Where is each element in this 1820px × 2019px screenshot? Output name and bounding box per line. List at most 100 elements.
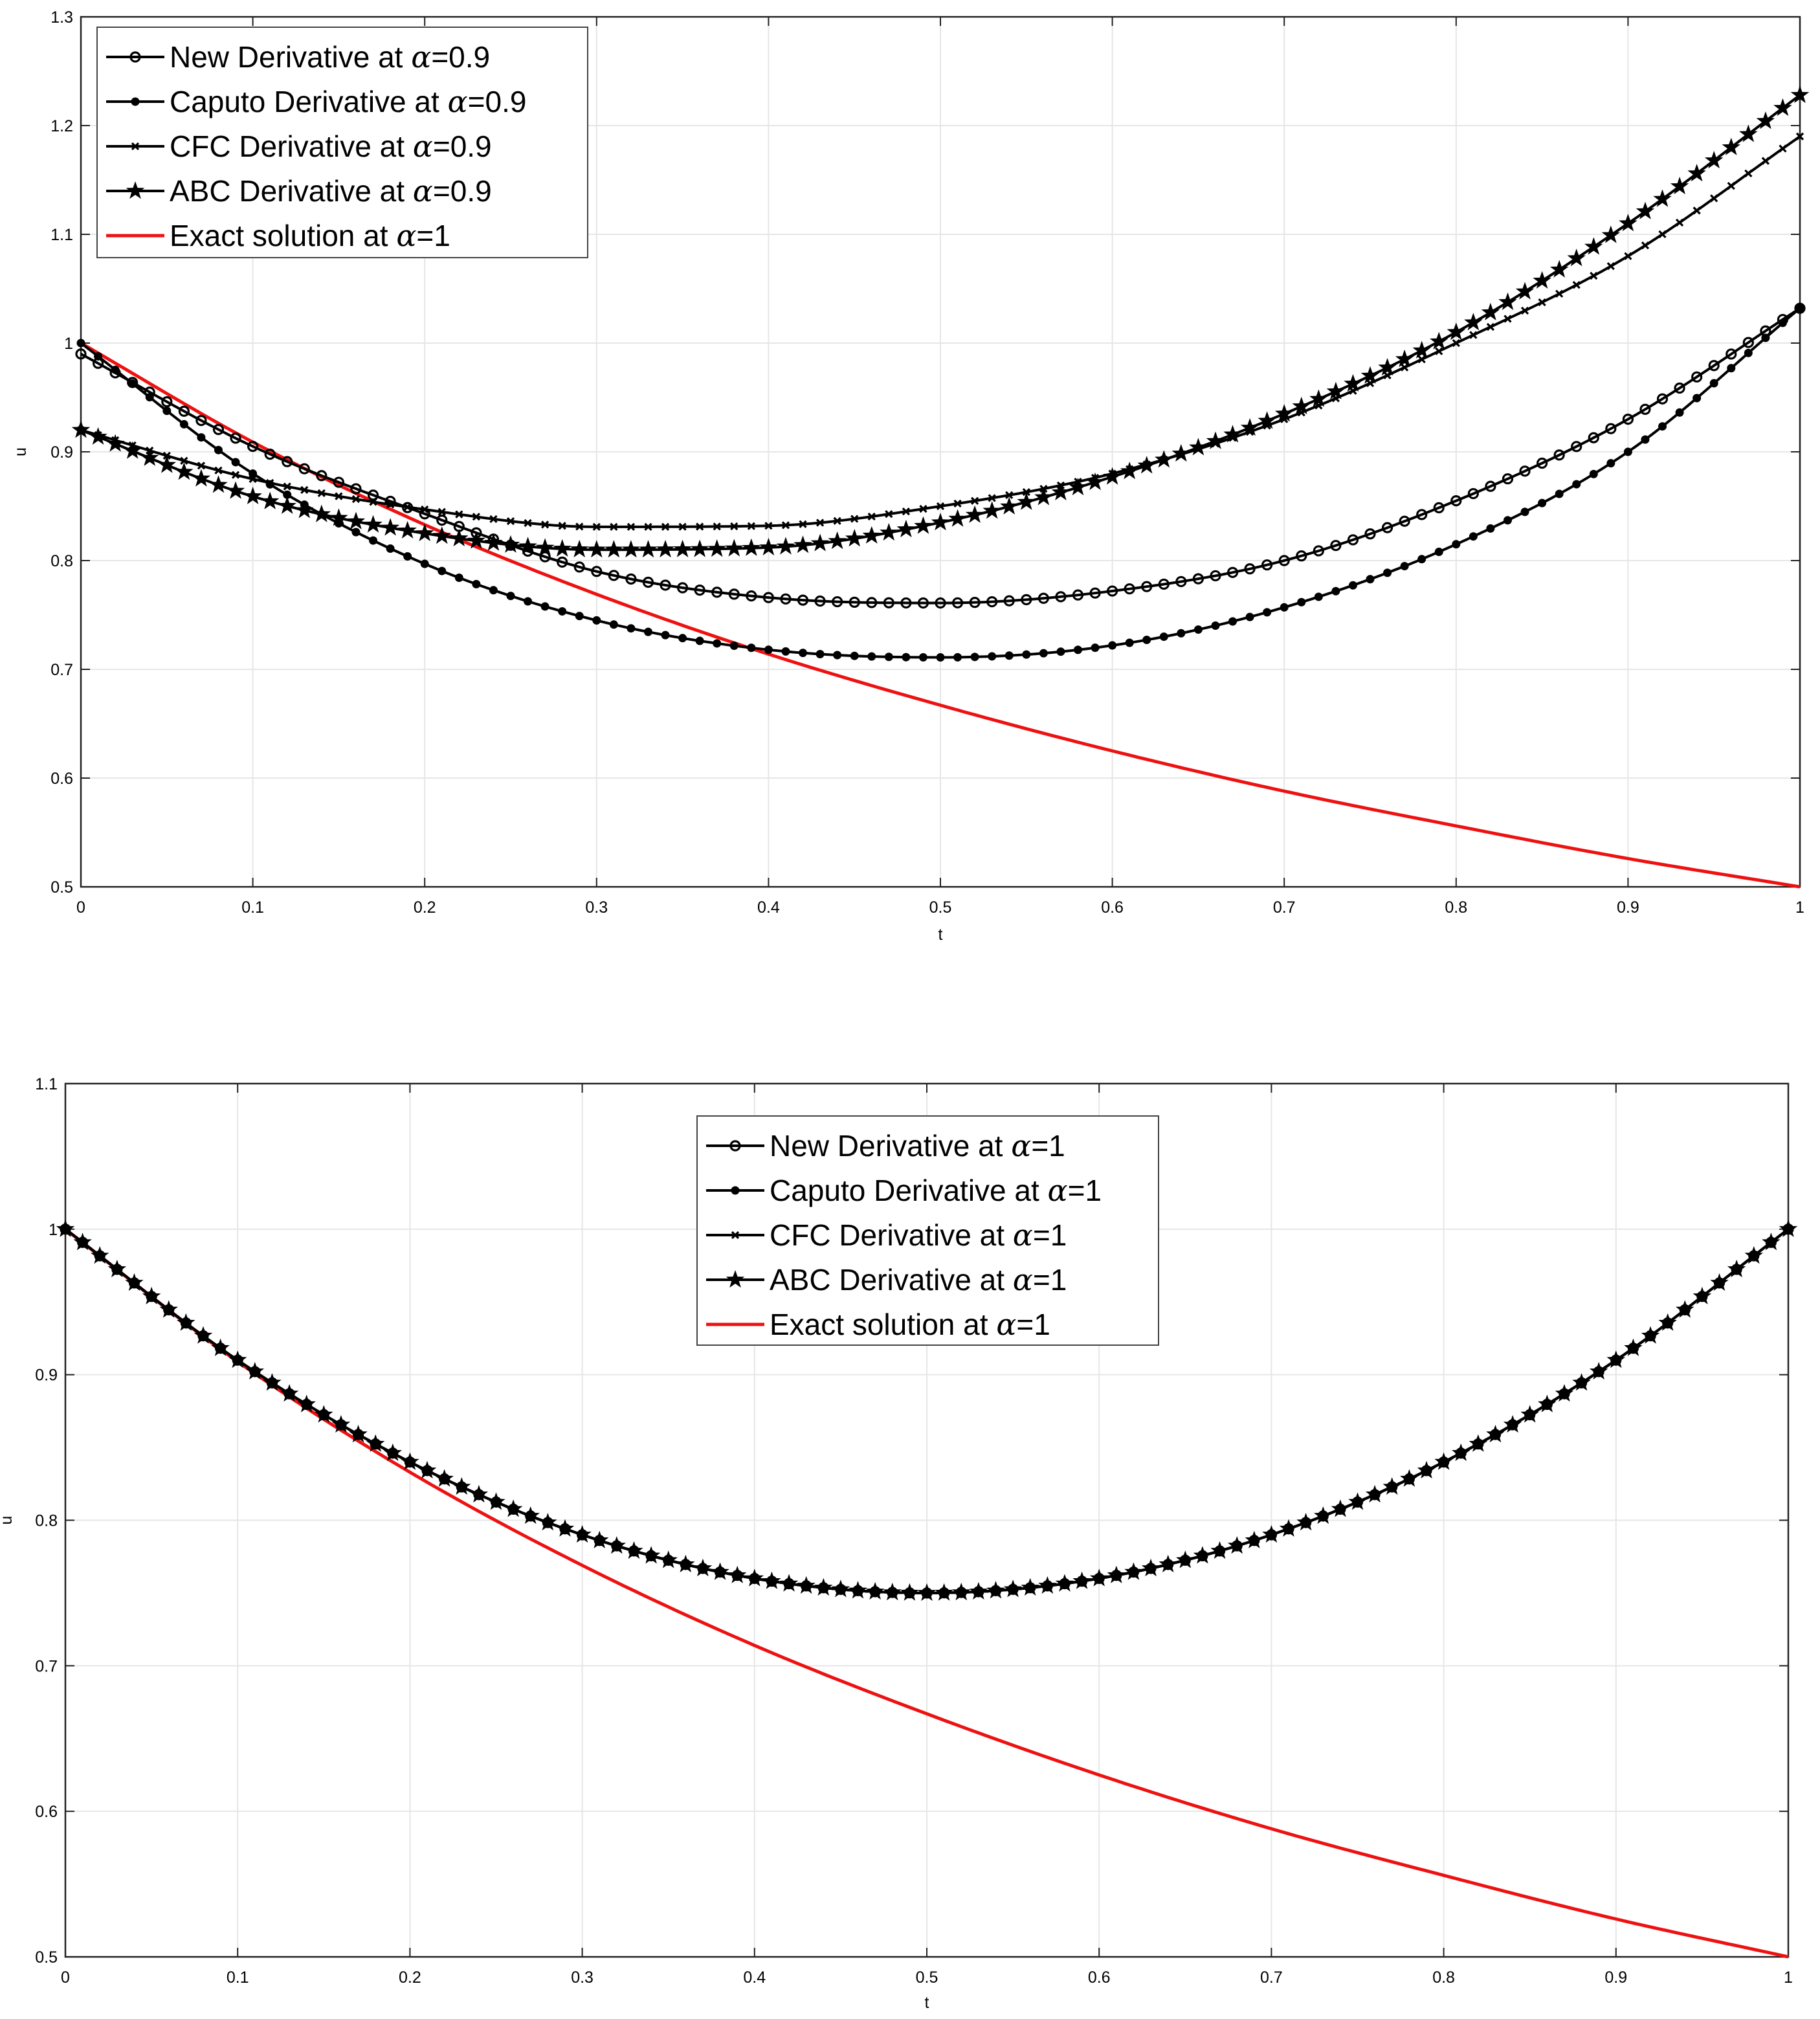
series-marker <box>1744 169 1753 177</box>
series-marker <box>797 594 809 606</box>
series-marker <box>661 522 670 531</box>
series-marker <box>264 449 276 460</box>
series-marker <box>1435 347 1443 355</box>
series-marker <box>1658 1313 1677 1331</box>
series-marker <box>142 1286 161 1304</box>
series-marker <box>557 556 568 568</box>
series-marker <box>1274 404 1294 422</box>
series-marker <box>1124 583 1135 595</box>
series-marker <box>970 496 979 505</box>
series-marker <box>747 522 755 530</box>
series-marker <box>89 427 107 445</box>
series-marker <box>1400 1469 1419 1487</box>
series-marker <box>1430 331 1448 350</box>
series-marker <box>1624 1338 1643 1356</box>
series-marker <box>1331 1499 1350 1517</box>
series-marker <box>386 500 395 509</box>
series-marker <box>1722 137 1740 155</box>
series-marker <box>157 455 177 473</box>
series-marker <box>1206 431 1225 449</box>
series-marker <box>1056 647 1065 656</box>
series-marker <box>1005 491 1014 500</box>
series-marker <box>1704 151 1724 169</box>
series-marker <box>335 492 343 500</box>
legend-marker <box>729 1140 741 1152</box>
series-marker <box>435 1469 454 1487</box>
series-marker <box>349 1425 368 1443</box>
series-marker <box>1177 629 1186 638</box>
series-marker <box>1601 225 1621 243</box>
series-marker <box>1756 111 1775 129</box>
x-tick-label: 0.3 <box>571 1969 594 1987</box>
x-tick-label: 0.8 <box>1445 898 1467 917</box>
x-tick-label: 0 <box>76 898 85 917</box>
series-marker <box>725 539 744 557</box>
x-tick-label: 0.2 <box>414 898 436 917</box>
legend-box <box>696 1115 1159 1346</box>
series-marker <box>1779 1219 1798 1237</box>
series-marker <box>1588 432 1599 443</box>
y-axis-label: u <box>12 447 30 456</box>
series-marker <box>935 1583 953 1601</box>
series-marker <box>1000 496 1019 515</box>
series-marker <box>711 1562 729 1580</box>
series-marker <box>1210 570 1221 582</box>
y-tick-label: 1.1 <box>50 226 73 244</box>
series-marker <box>1658 230 1667 238</box>
series-marker <box>71 420 91 438</box>
series-marker <box>828 531 847 550</box>
series-marker <box>1538 498 1547 508</box>
series-marker <box>401 1452 419 1470</box>
series-marker <box>1553 449 1565 461</box>
series-marker <box>644 522 652 531</box>
series-marker <box>799 649 808 658</box>
series-marker <box>283 482 291 491</box>
series-marker <box>707 539 726 557</box>
series-marker <box>1469 331 1478 339</box>
series-marker <box>862 526 881 544</box>
series-marker <box>300 485 309 494</box>
series-marker <box>1710 194 1718 203</box>
series-marker <box>1021 1578 1039 1596</box>
series-marker <box>1226 566 1239 578</box>
y-tick-label: 0.5 <box>35 1948 58 1967</box>
series-marker <box>162 407 172 416</box>
x-tick-label: 0.3 <box>585 898 608 917</box>
series-marker <box>316 470 327 482</box>
series-marker <box>850 651 859 660</box>
y-tick-label: 0.9 <box>35 1366 58 1385</box>
series-marker <box>1692 1286 1712 1304</box>
series-marker <box>1175 575 1187 588</box>
y-tick-label: 0.7 <box>35 1657 58 1675</box>
y-tick-label: 0.5 <box>50 878 73 897</box>
series-marker <box>713 639 722 648</box>
series-marker <box>346 511 366 530</box>
series-marker <box>1779 144 1787 153</box>
y-tick-label: 0.8 <box>50 552 73 570</box>
series-marker <box>1555 289 1564 298</box>
series-marker <box>1486 524 1495 533</box>
series-marker <box>91 1246 109 1264</box>
series-marker <box>1572 480 1581 489</box>
series-marker <box>1073 645 1082 654</box>
series-marker <box>1003 1579 1023 1598</box>
series-marker <box>452 1477 471 1495</box>
legend-label: Caputo Derivative at α=0.9 <box>170 84 526 119</box>
series-marker <box>1520 1405 1539 1423</box>
series-marker <box>1773 98 1792 117</box>
series-marker <box>469 1484 489 1503</box>
series-marker <box>730 522 738 531</box>
series-marker <box>1790 85 1810 104</box>
series-marker <box>917 597 929 609</box>
series-marker <box>1004 651 1014 660</box>
series-marker <box>161 396 173 408</box>
series-marker <box>558 522 566 530</box>
series-marker <box>1364 528 1376 540</box>
x-tick-label: 0.5 <box>929 898 952 917</box>
series-marker <box>386 544 395 553</box>
series-marker <box>1537 457 1548 469</box>
series-marker <box>1141 581 1153 592</box>
series-marker <box>832 596 843 608</box>
series-marker <box>214 445 223 454</box>
